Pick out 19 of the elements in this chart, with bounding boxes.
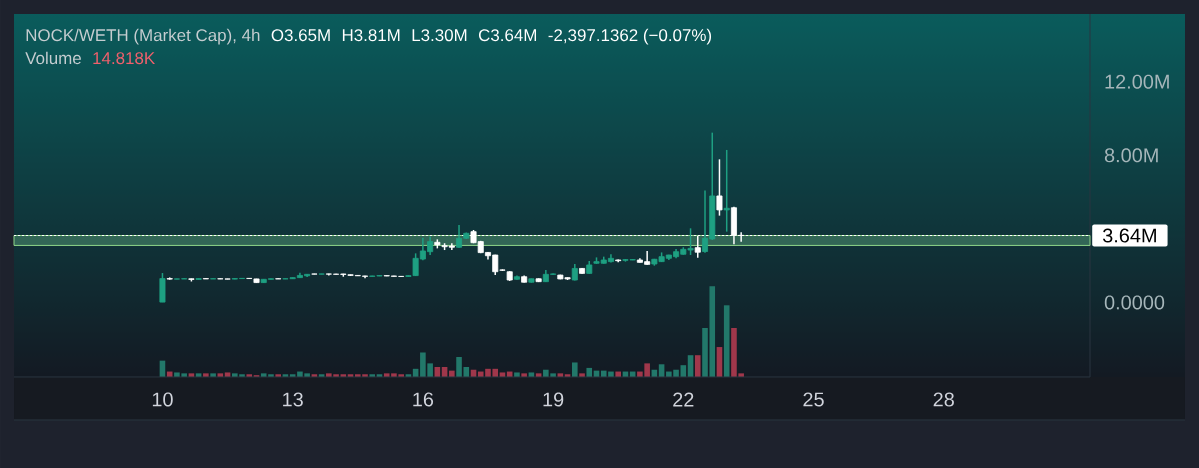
x-tick-label: 19: [543, 392, 564, 407]
y-tick-label: 12.00M: [1105, 74, 1169, 89]
text: NOCK/WETH (Market Cap), 4h: [26, 28, 260, 45]
y-tick-label: 0.0000: [1104, 295, 1165, 310]
y-tick-label: 8.00M: [1104, 148, 1158, 163]
annotation: H3.81M: [342, 29, 400, 42]
annotation: O3.65M: [271, 29, 330, 42]
annotation: L3.30M: [412, 29, 467, 42]
x-tick-label: 16: [413, 392, 434, 407]
x-tick-label: 22: [673, 392, 694, 407]
chart-title: Volume: [25, 51, 81, 65]
x-tick-label: 28: [933, 392, 954, 407]
x-tick-label: 13: [283, 392, 303, 407]
x-tick-label: 25: [803, 392, 824, 407]
annotation: -2,397.1362 (−0.07%): [548, 28, 712, 45]
x-tick-label: 10: [152, 392, 173, 407]
annotation: C3.64M: [478, 29, 537, 42]
ref-line-label: 3.64M: [1102, 228, 1156, 243]
annotation: 14.818K: [93, 52, 155, 65]
